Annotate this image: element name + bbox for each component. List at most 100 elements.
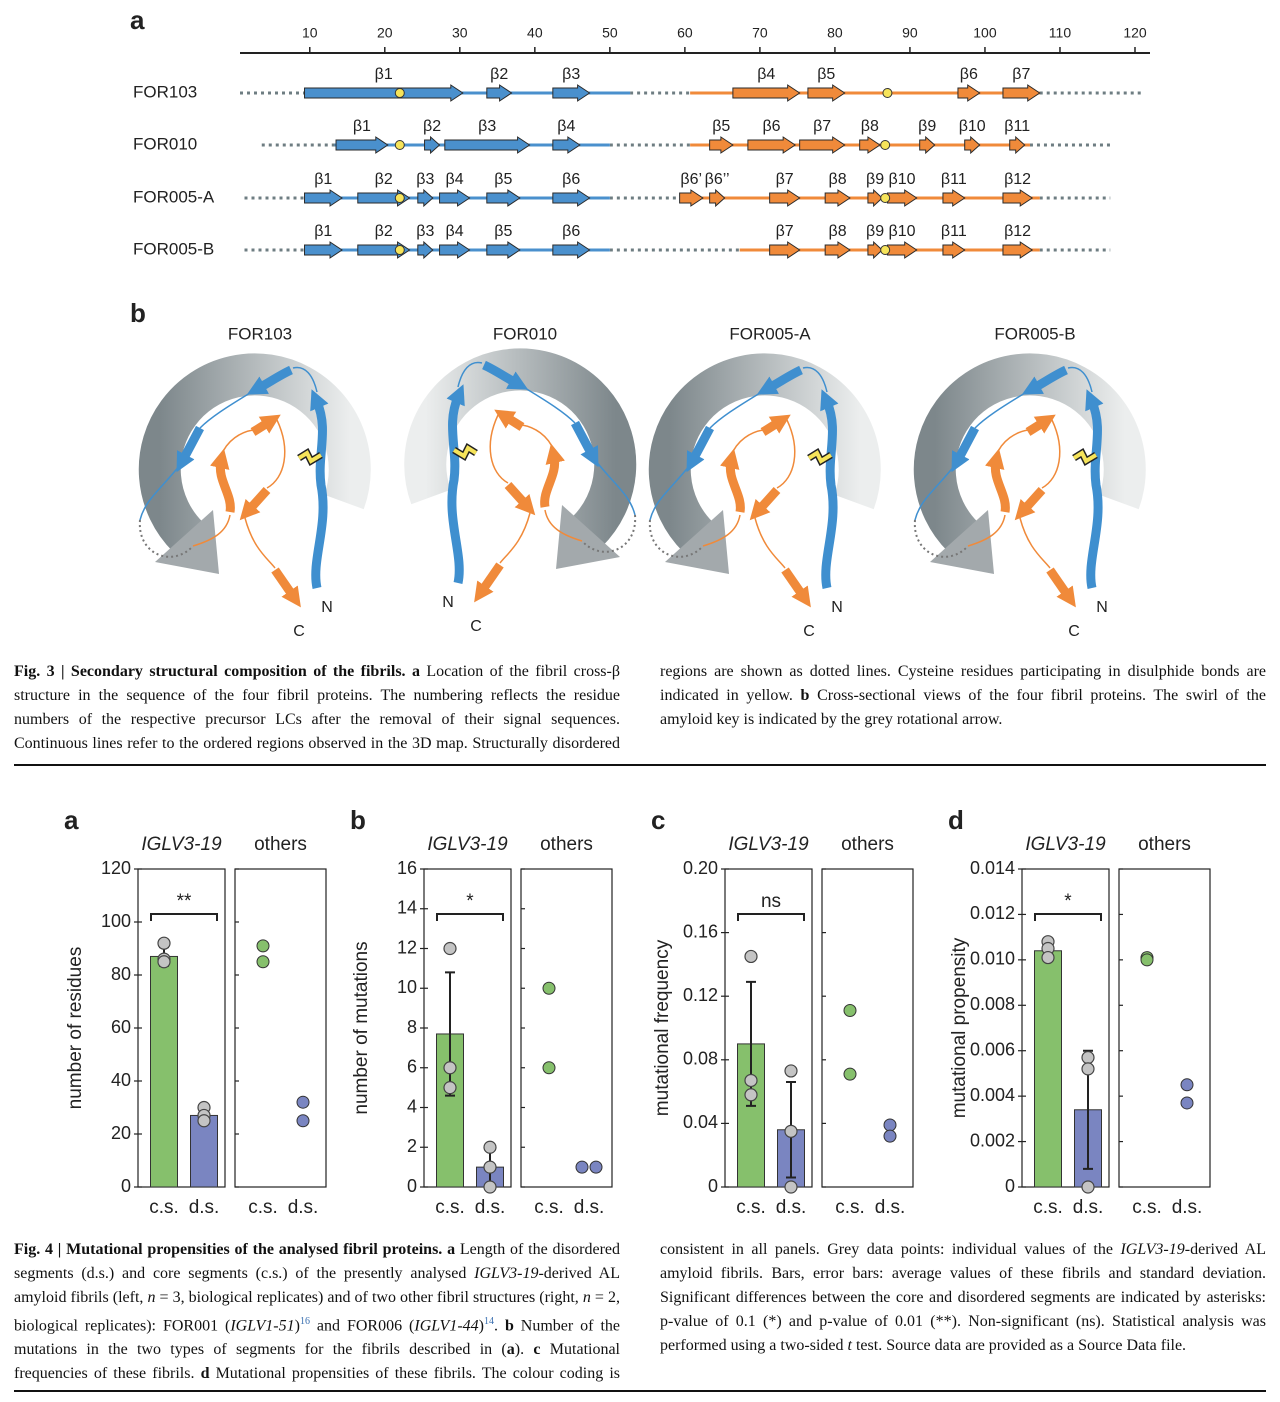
- x-tick-label: c.s.: [534, 1197, 564, 1218]
- caption-text: b: [504, 1317, 514, 1335]
- beta-strand: [769, 189, 801, 207]
- caption-text: IGLV3-19: [474, 1265, 539, 1282]
- strand-label: β8: [828, 223, 846, 240]
- beta-strand: [417, 240, 434, 260]
- cysteine: [394, 88, 405, 98]
- caption-text: a: [506, 1341, 515, 1359]
- plot-frame: [1118, 868, 1211, 1188]
- data-point: [296, 1095, 310, 1109]
- c-terminus: C: [470, 618, 482, 635]
- x-tick-label: c.s.: [736, 1197, 766, 1218]
- beta-strand: [957, 84, 981, 102]
- x-tick-label: 20: [377, 25, 393, 41]
- data-point: [1081, 1062, 1095, 1076]
- data-point: [542, 981, 556, 995]
- strand-label: β1: [375, 66, 393, 83]
- y-axis-title: number of residues: [65, 947, 86, 1110]
- y-tick-label: 0.16: [683, 921, 718, 941]
- x-tick-label: d.s.: [574, 1197, 605, 1218]
- strand-label: β5: [817, 66, 835, 83]
- y-tick-label: 14: [397, 898, 417, 918]
- x-tick-label: 110: [1049, 25, 1072, 41]
- structure-title: FOR005-B: [994, 324, 1075, 343]
- strand-label: β1: [353, 118, 371, 135]
- beta-strand: [304, 189, 343, 207]
- y-tick-label: 0: [1005, 1176, 1015, 1196]
- data-point: [744, 1088, 758, 1102]
- cysteine: [880, 140, 891, 150]
- group-title: IGLV3-19: [728, 834, 809, 855]
- x-tick-label: 10: [302, 25, 318, 41]
- y-axis-title: mutational frequency: [652, 939, 673, 1116]
- data-point: [784, 1064, 798, 1078]
- row-name: FOR005-A: [133, 187, 215, 206]
- beta-strand: [552, 189, 591, 207]
- swirl-arrowhead: [155, 510, 219, 574]
- group-title: others: [540, 834, 593, 855]
- beta-strand: [807, 84, 846, 102]
- beta-strand: [304, 241, 343, 259]
- strand-label: β3: [562, 66, 580, 83]
- strand-label: β5: [712, 118, 730, 135]
- strand-label: β6: [762, 118, 780, 135]
- y-tick-label: 0.04: [683, 1112, 718, 1132]
- x-tick-label: c.s.: [435, 1197, 465, 1218]
- x-tick-label: d.s.: [288, 1197, 319, 1218]
- x-tick-label: 90: [902, 25, 918, 41]
- group-title: IGLV3-19: [141, 834, 222, 855]
- swirl-arrow: [648, 353, 881, 552]
- strand-label: β7: [813, 118, 831, 135]
- y-tick-label: 0.012: [970, 903, 1015, 923]
- data-point: [843, 1004, 857, 1018]
- beta-strand: [747, 136, 797, 154]
- plot-frame: [821, 868, 914, 1188]
- caption-text: Mutational propensities of these fibrils…: [209, 1241, 1121, 1383]
- y-tick-label: 16: [397, 858, 417, 878]
- beta-strand: [486, 241, 521, 259]
- caption-text: 16: [299, 1316, 310, 1327]
- bar: [150, 955, 178, 1188]
- row-name: FOR103: [133, 82, 197, 101]
- data-point: [1041, 950, 1055, 965]
- plot-frame: [234, 868, 327, 1188]
- strand-label: β12: [1004, 223, 1031, 240]
- x-tick-label: d.s.: [776, 1197, 807, 1218]
- beta-strand: [552, 241, 591, 259]
- caption-text: n: [147, 1289, 156, 1306]
- data-point: [1180, 1096, 1194, 1110]
- beta-strand: [424, 135, 441, 155]
- beta-strand: [964, 135, 981, 155]
- strand-label: β10: [889, 171, 916, 188]
- caption-text: n: [582, 1289, 591, 1306]
- caption-text: a: [447, 1241, 456, 1258]
- strand-label: β9: [866, 171, 884, 188]
- x-tick-label: d.s.: [1073, 1197, 1104, 1218]
- y-tick-label: 80: [111, 964, 131, 984]
- y-tick-label: 0.008: [970, 994, 1015, 1014]
- beta-strand: [486, 84, 513, 102]
- caption-text: Length of the disordered segments (d.s.)…: [14, 1241, 621, 1282]
- caption-text: = 2, biological replicates): FOR001 (: [14, 1289, 620, 1335]
- strand-label: β5: [494, 223, 512, 240]
- strand-label: β6: [562, 223, 580, 240]
- n-terminus: N: [831, 599, 843, 616]
- beta-strand: [799, 136, 846, 154]
- strand-label: β4: [446, 171, 464, 188]
- backbone: [648, 365, 839, 608]
- panel-label: b: [350, 805, 366, 835]
- panel-label: d: [948, 805, 964, 835]
- beta-strand: [769, 241, 801, 259]
- beta-strand: [439, 241, 471, 259]
- significance-label: *: [466, 891, 474, 912]
- caption-text: t: [847, 1337, 852, 1354]
- beta-strand: [859, 136, 881, 154]
- strand-label: β6’: [680, 171, 702, 188]
- data-point: [589, 1160, 603, 1174]
- y-tick-label: 0.08: [683, 1049, 718, 1069]
- strand-label: β11: [1004, 118, 1030, 135]
- caption-text: ): [294, 1317, 300, 1335]
- data-point: [443, 941, 457, 956]
- beta-strand: [886, 189, 918, 207]
- significance-bracket: [436, 913, 504, 921]
- data-point: [1180, 1078, 1194, 1092]
